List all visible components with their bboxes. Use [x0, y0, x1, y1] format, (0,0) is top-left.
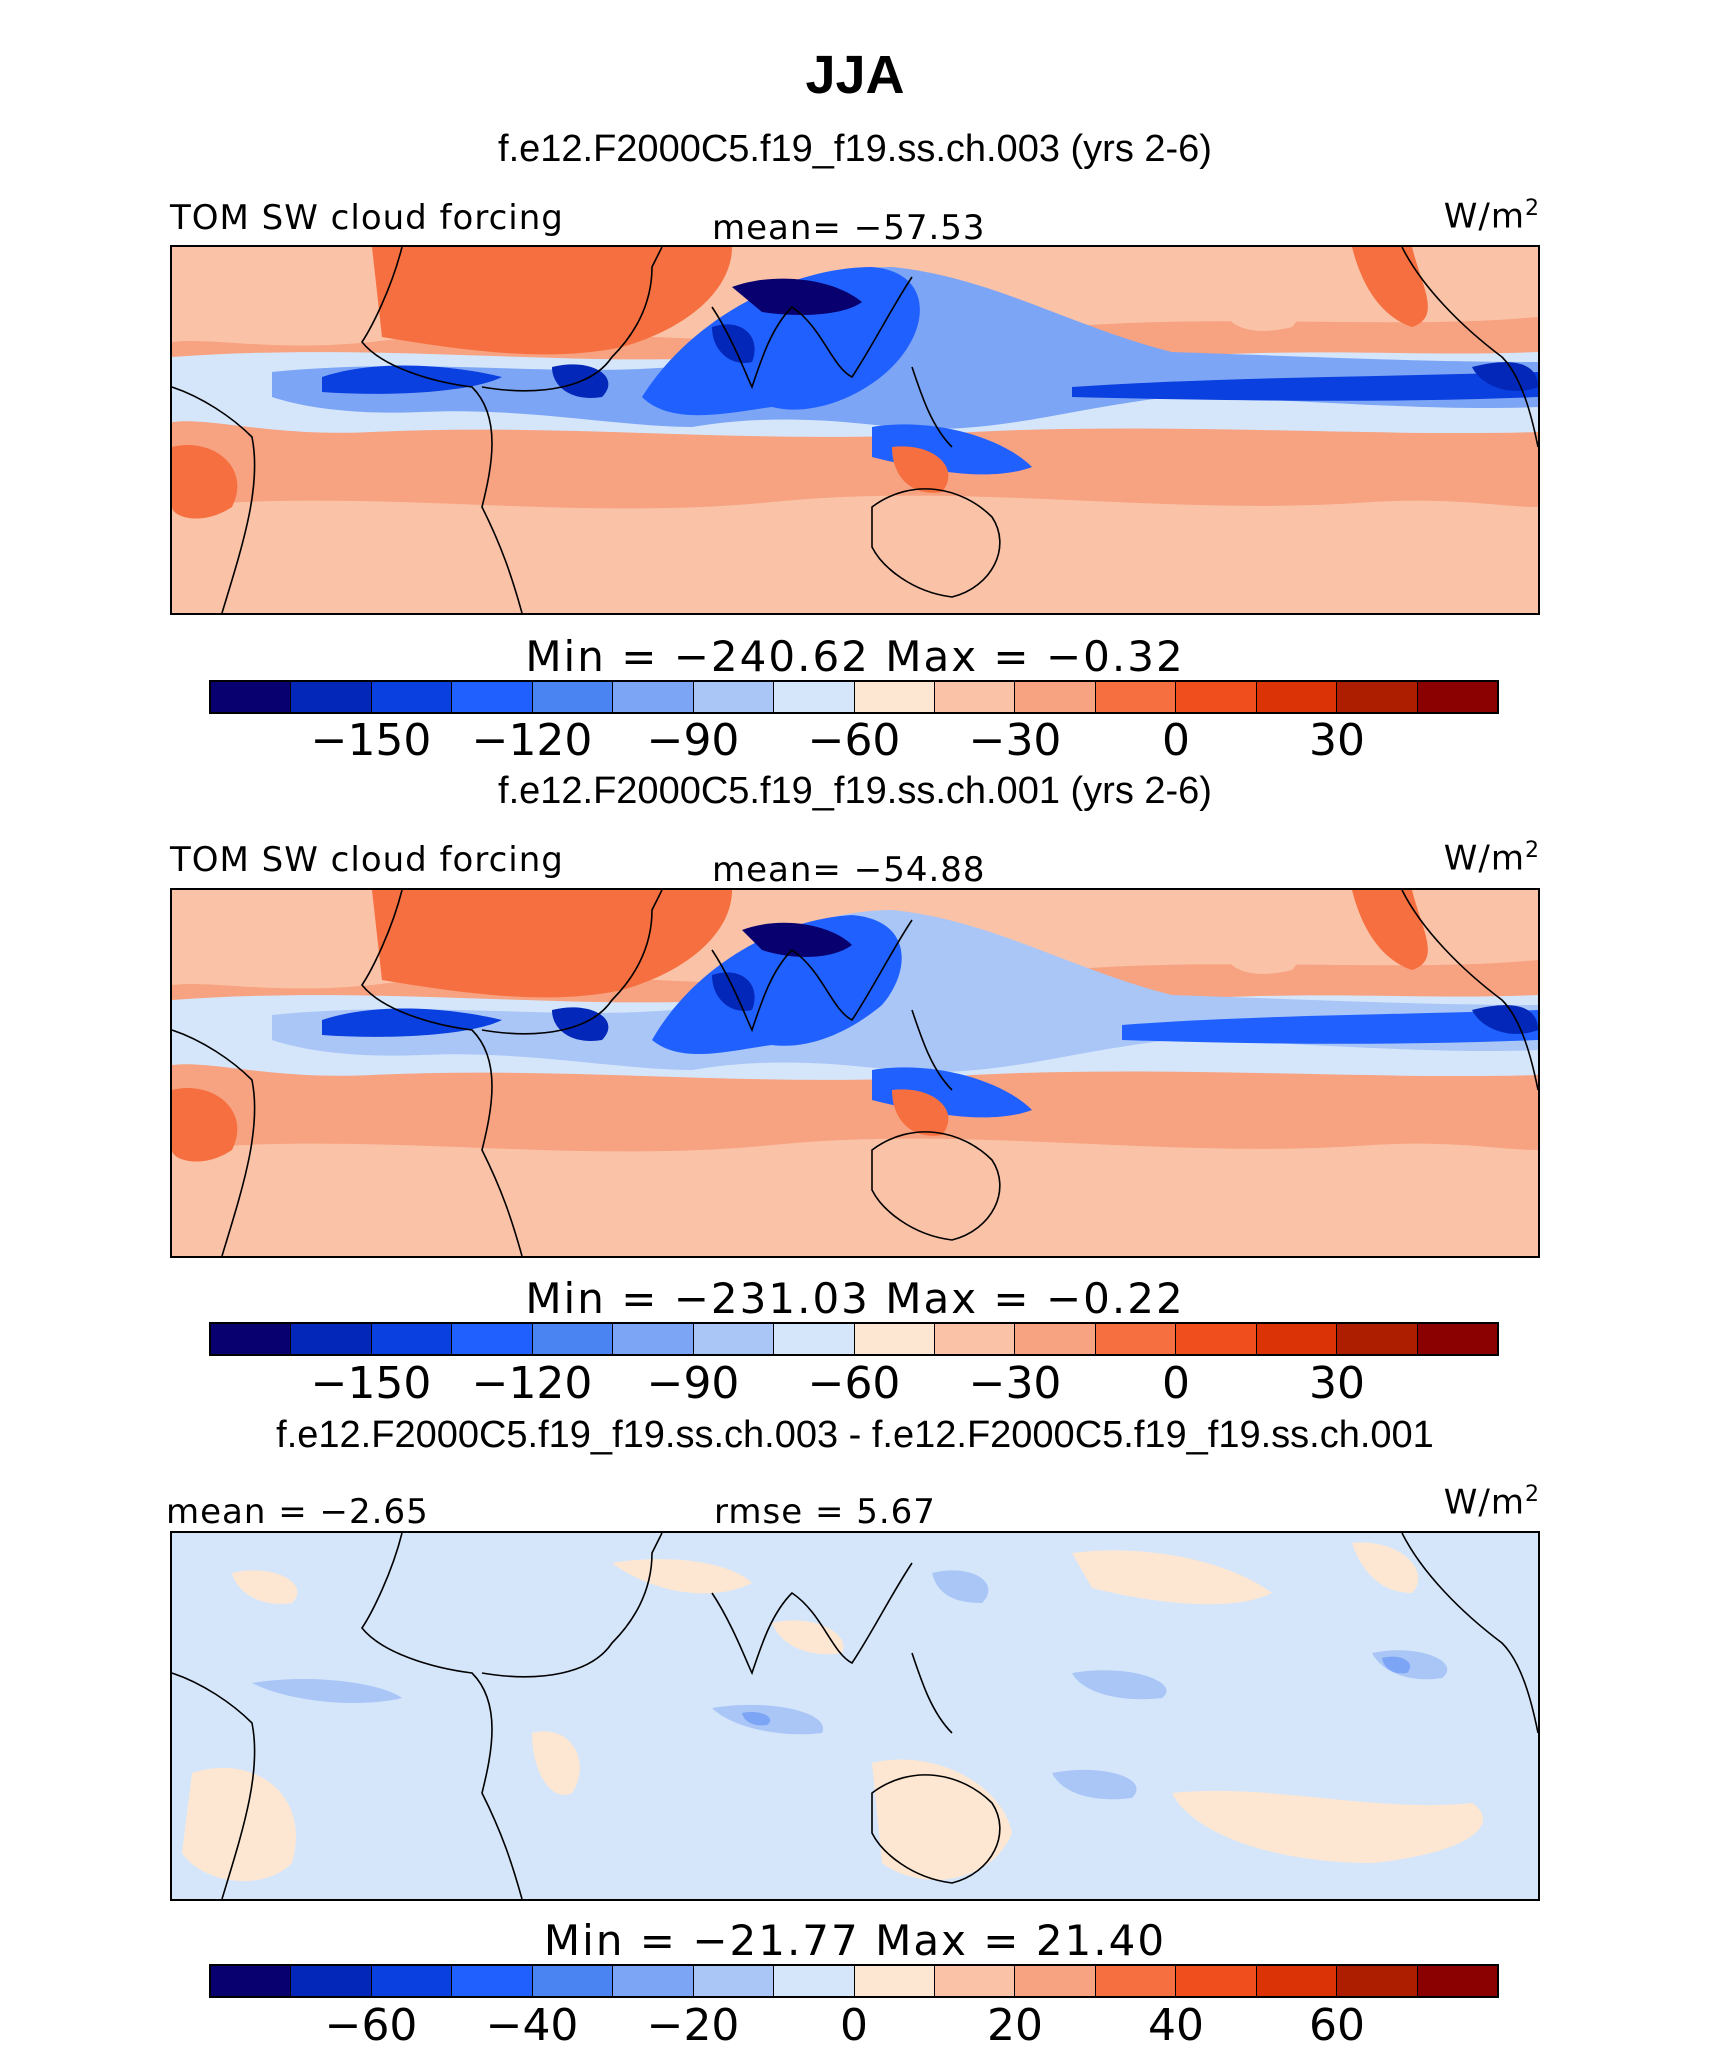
panel2-tick: −30 [968, 1358, 1062, 1409]
panel3-tick: −20 [646, 2000, 740, 2051]
panel3-colorbar [209, 1964, 1499, 1998]
colorbar-bin [532, 1966, 614, 1996]
colorbar-bin [1095, 1966, 1177, 1996]
panel2-tick: −150 [310, 1358, 432, 1409]
panel3-units: W/m2 [1443, 1482, 1540, 1523]
colorbar-bin [1095, 1324, 1177, 1354]
colorbar-bin [1015, 1324, 1096, 1354]
colorbar-bin [291, 1966, 372, 1996]
colorbar-bin [1256, 1966, 1338, 1996]
panel3-mean-label: mean = −2.65 [166, 1492, 429, 1532]
colorbar-bin [291, 1324, 372, 1354]
panel1-units: W/m2 [1443, 196, 1540, 237]
panel1-tick: −30 [968, 715, 1062, 766]
colorbar-bin [1176, 682, 1257, 712]
colorbar-bin [1417, 1324, 1497, 1354]
colorbar-bin [693, 1324, 775, 1354]
colorbar-bin [532, 682, 614, 712]
panel1-colorbar [209, 680, 1499, 714]
colorbar-bin [1256, 682, 1338, 712]
colorbar-bin [854, 1966, 935, 1996]
colorbar-bin [452, 1324, 533, 1354]
colorbar-bin [613, 1324, 694, 1354]
colorbar-bin [371, 1324, 453, 1354]
colorbar-bin [371, 1966, 453, 1996]
colorbar-bin [452, 682, 533, 712]
panel3-tick: 60 [1309, 2000, 1365, 2051]
panel3-tick: 40 [1148, 2000, 1204, 2051]
colorbar-bin [532, 1324, 614, 1354]
colorbar-bin [693, 682, 775, 712]
panel1-subtitle: f.e12.F2000C5.f19_f19.ss.ch.003 (yrs 2-6… [498, 128, 1212, 170]
colorbar-bin [1337, 1324, 1418, 1354]
panel1-tick: −150 [310, 715, 432, 766]
colorbar-bin [452, 1966, 533, 1996]
colorbar-bin [1417, 682, 1497, 712]
panel3-tick: 0 [840, 2000, 868, 2051]
panel1-tick: −120 [471, 715, 593, 766]
colorbar-bin [854, 682, 935, 712]
colorbar-bin [934, 682, 1016, 712]
panel3-rmse-label: rmse = 5.67 [714, 1492, 936, 1532]
panel3-minmax: Min = −21.77 Max = 21.40 [543, 1916, 1167, 1965]
colorbar-bin [1176, 1324, 1257, 1354]
panel2-map [170, 888, 1540, 1258]
panel1-tick: −60 [807, 715, 901, 766]
panel2-tick: −120 [471, 1358, 593, 1409]
colorbar-bin [1176, 1966, 1257, 1996]
panel2-tick: −90 [646, 1358, 740, 1409]
colorbar-bin [774, 1324, 855, 1354]
panel3-tick: −40 [485, 2000, 579, 2051]
colorbar-bin [613, 682, 694, 712]
colorbar-bin [854, 1324, 935, 1354]
colorbar-bin [1417, 1966, 1497, 1996]
panel2-tick: 0 [1162, 1358, 1190, 1409]
colorbar-bin [1095, 682, 1177, 712]
colorbar-bin [613, 1966, 694, 1996]
panel2-minmax: Min = −231.03 Max = −0.22 [525, 1274, 1185, 1323]
colorbar-bin [1337, 1966, 1418, 1996]
panel2-tick: −60 [807, 1358, 901, 1409]
panel3-subtitle: f.e12.F2000C5.f19_f19.ss.ch.003 - f.e12.… [276, 1414, 1434, 1456]
colorbar-bin [291, 682, 372, 712]
panel3-tick: −60 [324, 2000, 418, 2051]
panel3-map [170, 1531, 1540, 1901]
panel1-map [170, 245, 1540, 615]
colorbar-bin [211, 682, 292, 712]
colorbar-bin [211, 1966, 292, 1996]
colorbar-bin [774, 682, 855, 712]
panel2-tick: 30 [1309, 1358, 1365, 1409]
panel2-subtitle: f.e12.F2000C5.f19_f19.ss.ch.001 (yrs 2-6… [498, 770, 1212, 812]
panel1-tick: −90 [646, 715, 740, 766]
figure-title: JJA [805, 45, 905, 105]
panel1-tick: 0 [1162, 715, 1190, 766]
panel1-minmax: Min = −240.62 Max = −0.32 [525, 632, 1185, 681]
colorbar-bin [1337, 682, 1418, 712]
panel3-tick: 20 [987, 2000, 1043, 2051]
panel1-mean-label: mean= −57.53 [712, 208, 986, 248]
colorbar-bin [1015, 682, 1096, 712]
panel1-variable-label: TOM SW cloud forcing [170, 198, 564, 238]
colorbar-bin [693, 1966, 775, 1996]
colorbar-bin [1256, 1324, 1338, 1354]
colorbar-bin [934, 1324, 1016, 1354]
panel2-units: W/m2 [1443, 838, 1540, 879]
panel2-variable-label: TOM SW cloud forcing [170, 840, 564, 880]
colorbar-bin [774, 1966, 855, 1996]
colorbar-bin [211, 1324, 292, 1354]
panel2-mean-label: mean= −54.88 [712, 850, 986, 890]
panel1-tick: 30 [1309, 715, 1365, 766]
colorbar-bin [1015, 1966, 1096, 1996]
colorbar-bin [934, 1966, 1016, 1996]
colorbar-bin [371, 682, 453, 712]
panel2-colorbar [209, 1322, 1499, 1356]
